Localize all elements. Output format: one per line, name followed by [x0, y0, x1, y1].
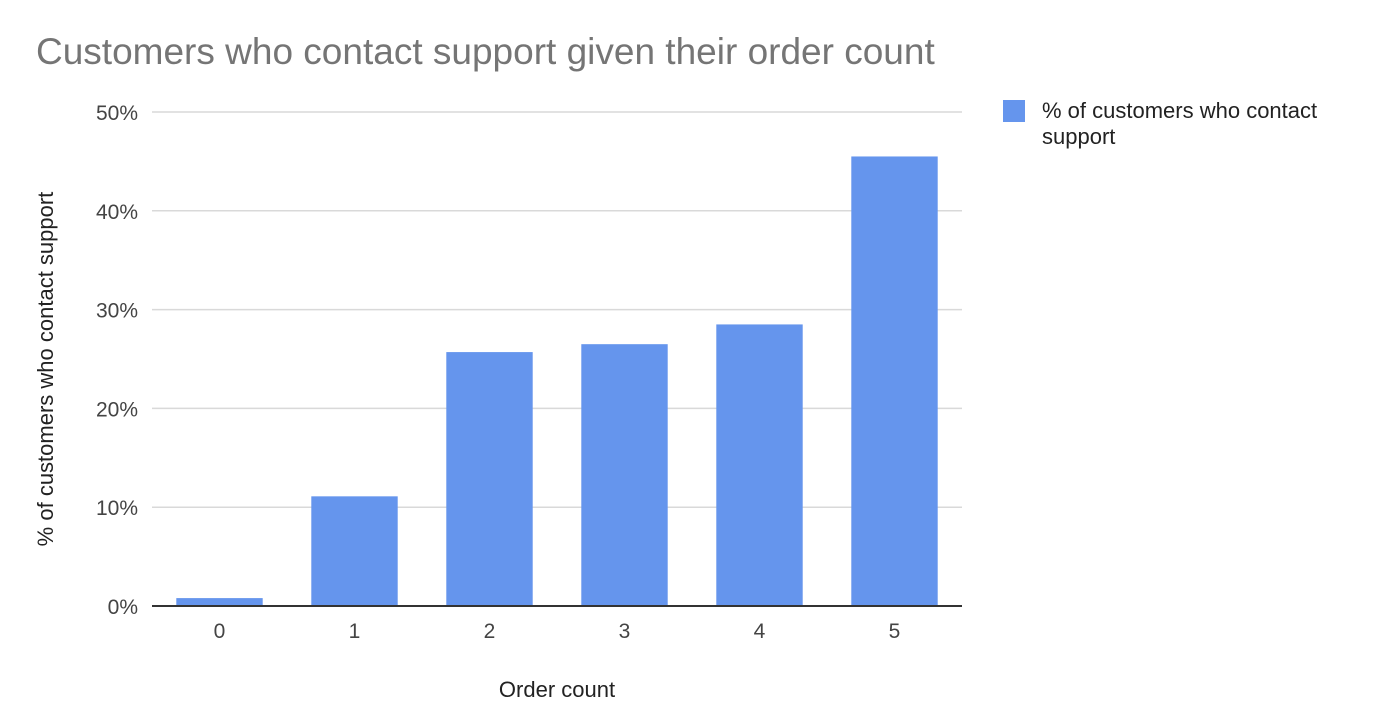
chart-title: Customers who contact support given thei… [36, 31, 935, 72]
y-tick-label: 10% [96, 497, 138, 520]
x-tick-label: 1 [349, 620, 361, 643]
bars [176, 156, 938, 606]
x-tick-label: 3 [619, 620, 631, 643]
bar [581, 344, 668, 606]
legend: % of customers who contact support [1003, 98, 1317, 149]
x-tick-label: 0 [214, 620, 226, 643]
bar [311, 496, 398, 606]
y-axis-ticks: 0% 10% 20% 30% 40% 50% [96, 102, 138, 619]
y-tick-label: 0% [108, 596, 138, 619]
y-tick-label: 50% [96, 102, 138, 125]
x-tick-label: 4 [754, 620, 766, 643]
legend-swatch [1003, 100, 1025, 122]
x-axis-title: Order count [499, 677, 615, 702]
x-tick-label: 2 [484, 620, 496, 643]
y-tick-label: 20% [96, 398, 138, 421]
bar [716, 324, 803, 606]
bar [176, 598, 263, 606]
gridlines [152, 111, 962, 508]
y-tick-label: 30% [96, 300, 138, 323]
bar [851, 156, 938, 606]
legend-label: % of customers who contact support [1042, 98, 1317, 149]
x-axis-ticks: 0 1 2 3 4 5 [214, 620, 901, 643]
bar [446, 352, 533, 606]
y-tick-label: 40% [96, 201, 138, 224]
y-axis-title: % of customers who contact support [33, 192, 58, 547]
x-tick-label: 5 [889, 620, 901, 643]
